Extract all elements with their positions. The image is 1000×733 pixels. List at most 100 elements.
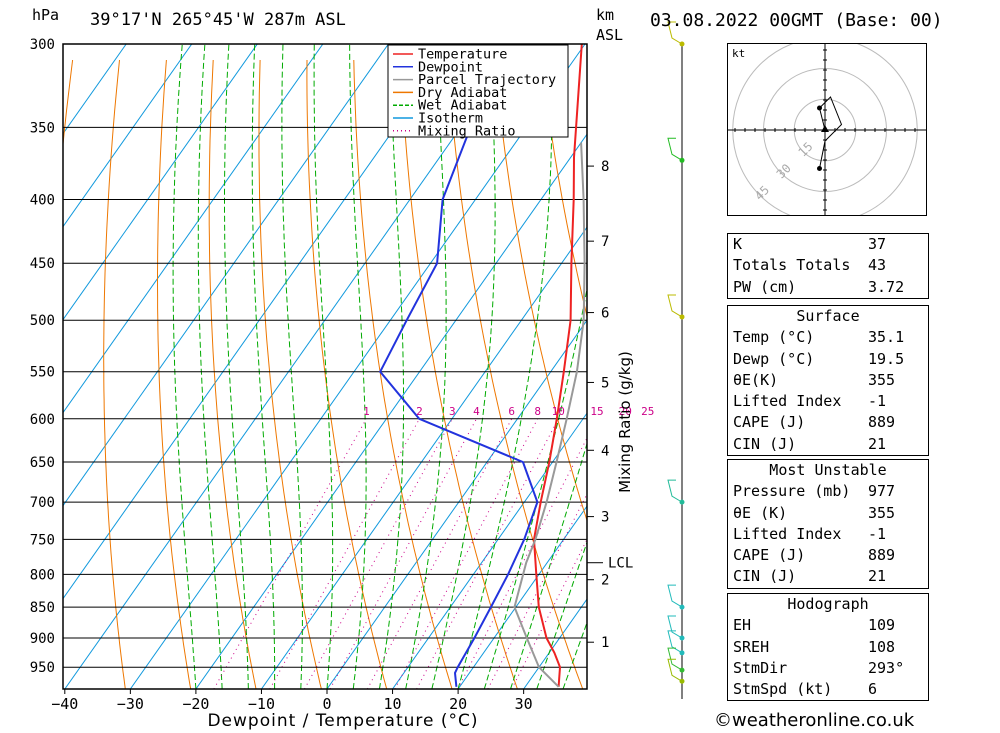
surface-row: θE(K) 355 <box>728 370 928 391</box>
surface-value: 21 <box>868 434 887 453</box>
mixing-ratio-line <box>457 437 587 689</box>
legend-entry: Mixing Ratio <box>418 123 516 139</box>
wet-adiabat-line <box>251 44 276 689</box>
hodograph-stat-row: EH 109 <box>728 615 928 636</box>
height-tick-label: 1 <box>601 635 609 651</box>
legend-entry: Parcel Trajectory <box>418 72 556 88</box>
hodograph-unit: kt <box>732 47 745 60</box>
height-tick-label: 7 <box>601 234 609 250</box>
x-tick-label: −20 <box>182 695 209 713</box>
indices-table: K 37 Totals Totals 43 PW (cm) 3.72 <box>727 233 929 299</box>
mixing-ratio-tick-label: 20 <box>619 405 632 418</box>
isotherm-line <box>261 226 587 689</box>
pressure-tick-label: 350 <box>30 120 55 136</box>
isotherm-line <box>64 44 520 689</box>
legend-entry: Temperature <box>418 47 507 63</box>
isotherm-line <box>63 44 455 600</box>
wet-adiabat-line <box>405 44 447 689</box>
surface-label: Lifted Index <box>733 392 842 411</box>
height-tick-label: 3 <box>601 510 609 526</box>
most-unstable-label: θE (K) <box>733 503 788 522</box>
wind-barb <box>667 21 683 45</box>
hodograph-stat-label: StmSpd (kt) <box>733 680 833 699</box>
dry-adiabat-line <box>157 59 192 689</box>
wet-adiabat-line <box>536 540 587 689</box>
wet-adiabat-line <box>224 44 249 689</box>
pressure-tick-label: 500 <box>30 313 55 329</box>
x-axis-label: Dewpoint / Temperature (°C) <box>207 711 478 731</box>
mixing-ratio-tick-label: 4 <box>473 405 480 418</box>
dry-adiabat-line <box>963 60 1000 689</box>
isotherm-line <box>63 44 193 228</box>
temperature-line <box>532 44 583 687</box>
surface-row: Dewp (°C) 19.5 <box>728 349 928 370</box>
surface-title: Surface <box>796 307 860 325</box>
most-unstable-label: CIN (J) <box>733 567 797 586</box>
hodograph-trace <box>818 96 843 169</box>
hodograph-stat-label: StmDir <box>733 658 788 677</box>
surface-label: Dewp (°C) <box>733 349 815 368</box>
hodograph-stat-row: StmDir 293° <box>728 658 928 679</box>
wet-adiabat-line <box>313 44 334 689</box>
wind-barb <box>667 294 683 318</box>
most-unstable-value: 355 <box>868 503 896 522</box>
mixing-ratio-tick-label: 2 <box>416 405 423 418</box>
dry-adiabat-line <box>306 59 388 689</box>
wet-adiabat-line <box>349 44 367 689</box>
hodograph-stat-value: 6 <box>868 680 878 699</box>
wind-barb <box>667 615 683 639</box>
isotherm-line <box>195 133 587 689</box>
most-unstable-row: θE (K) 355 <box>728 503 928 524</box>
hodograph-stat-value: 108 <box>868 637 896 656</box>
footer-credit[interactable]: ©weatheronline.co.uk <box>714 710 915 731</box>
surface-label: θE(K) <box>733 370 779 389</box>
hodograph-stat-value: 293° <box>868 658 905 677</box>
pressure-tick-label: 600 <box>30 412 55 428</box>
most-unstable-value: 21 <box>868 567 887 586</box>
parcel-trajectory-line <box>513 142 586 688</box>
wind-barb <box>667 630 683 654</box>
surface-value: 355 <box>868 370 896 389</box>
surface-value: 19.5 <box>868 349 905 368</box>
wet-adiabat-line <box>197 44 223 689</box>
hodograph-stat-label: SREH <box>733 637 770 656</box>
height-tick-label: 6 <box>601 306 609 322</box>
pressure-tick-label: 750 <box>30 532 55 548</box>
mixing-ratio-line <box>511 538 587 689</box>
legend-box <box>387 44 569 138</box>
pressure-tick-label: 650 <box>30 455 55 471</box>
dry-adiabat-line <box>447 59 584 689</box>
height-tick-label: 5 <box>601 375 609 391</box>
pressure-tick-label: 300 <box>30 37 55 53</box>
wind-barb <box>667 647 683 671</box>
pressure-tick-label: 700 <box>30 495 55 511</box>
surface-label: Temp (°C) <box>733 328 815 347</box>
mixing-ratio-tick-label: 25 <box>641 405 654 418</box>
wet-adiabat-line <box>172 44 197 689</box>
surface-row: Temp (°C) 35.1 <box>728 327 928 348</box>
index-value: 43 <box>868 256 887 275</box>
most-unstable-label: CAPE (J) <box>733 546 806 565</box>
pressure-tick-label: 450 <box>30 256 55 272</box>
location-title: 39°17'N 265°45'W 287m ASL <box>90 10 346 30</box>
x-tick-label: 20 <box>449 695 467 713</box>
most-unstable-row: Lifted Index -1 <box>728 524 928 545</box>
dry-adiabat-line <box>258 59 322 689</box>
legend-entry: Isotherm <box>418 111 483 127</box>
mixing-ratio-tick-label: 3 <box>449 405 456 418</box>
hodograph-stat-row: StmSpd (kt) 6 <box>728 679 928 700</box>
surface-value: 889 <box>868 413 896 432</box>
hodograph-point <box>817 105 822 111</box>
x-tick-label: 10 <box>384 695 402 713</box>
index-value: 37 <box>868 235 887 253</box>
mixing-ratio-line <box>394 418 539 689</box>
wind-barb <box>667 479 683 503</box>
most-unstable-value: 977 <box>868 482 896 501</box>
index-row: K 37 <box>728 234 928 255</box>
pressure-tick-label: 400 <box>30 193 55 209</box>
mixing-ratio-tick-label: 1 <box>363 405 370 418</box>
most-unstable-label: Lifted Index <box>733 524 842 543</box>
most-unstable-label: Pressure (mb) <box>733 482 851 501</box>
